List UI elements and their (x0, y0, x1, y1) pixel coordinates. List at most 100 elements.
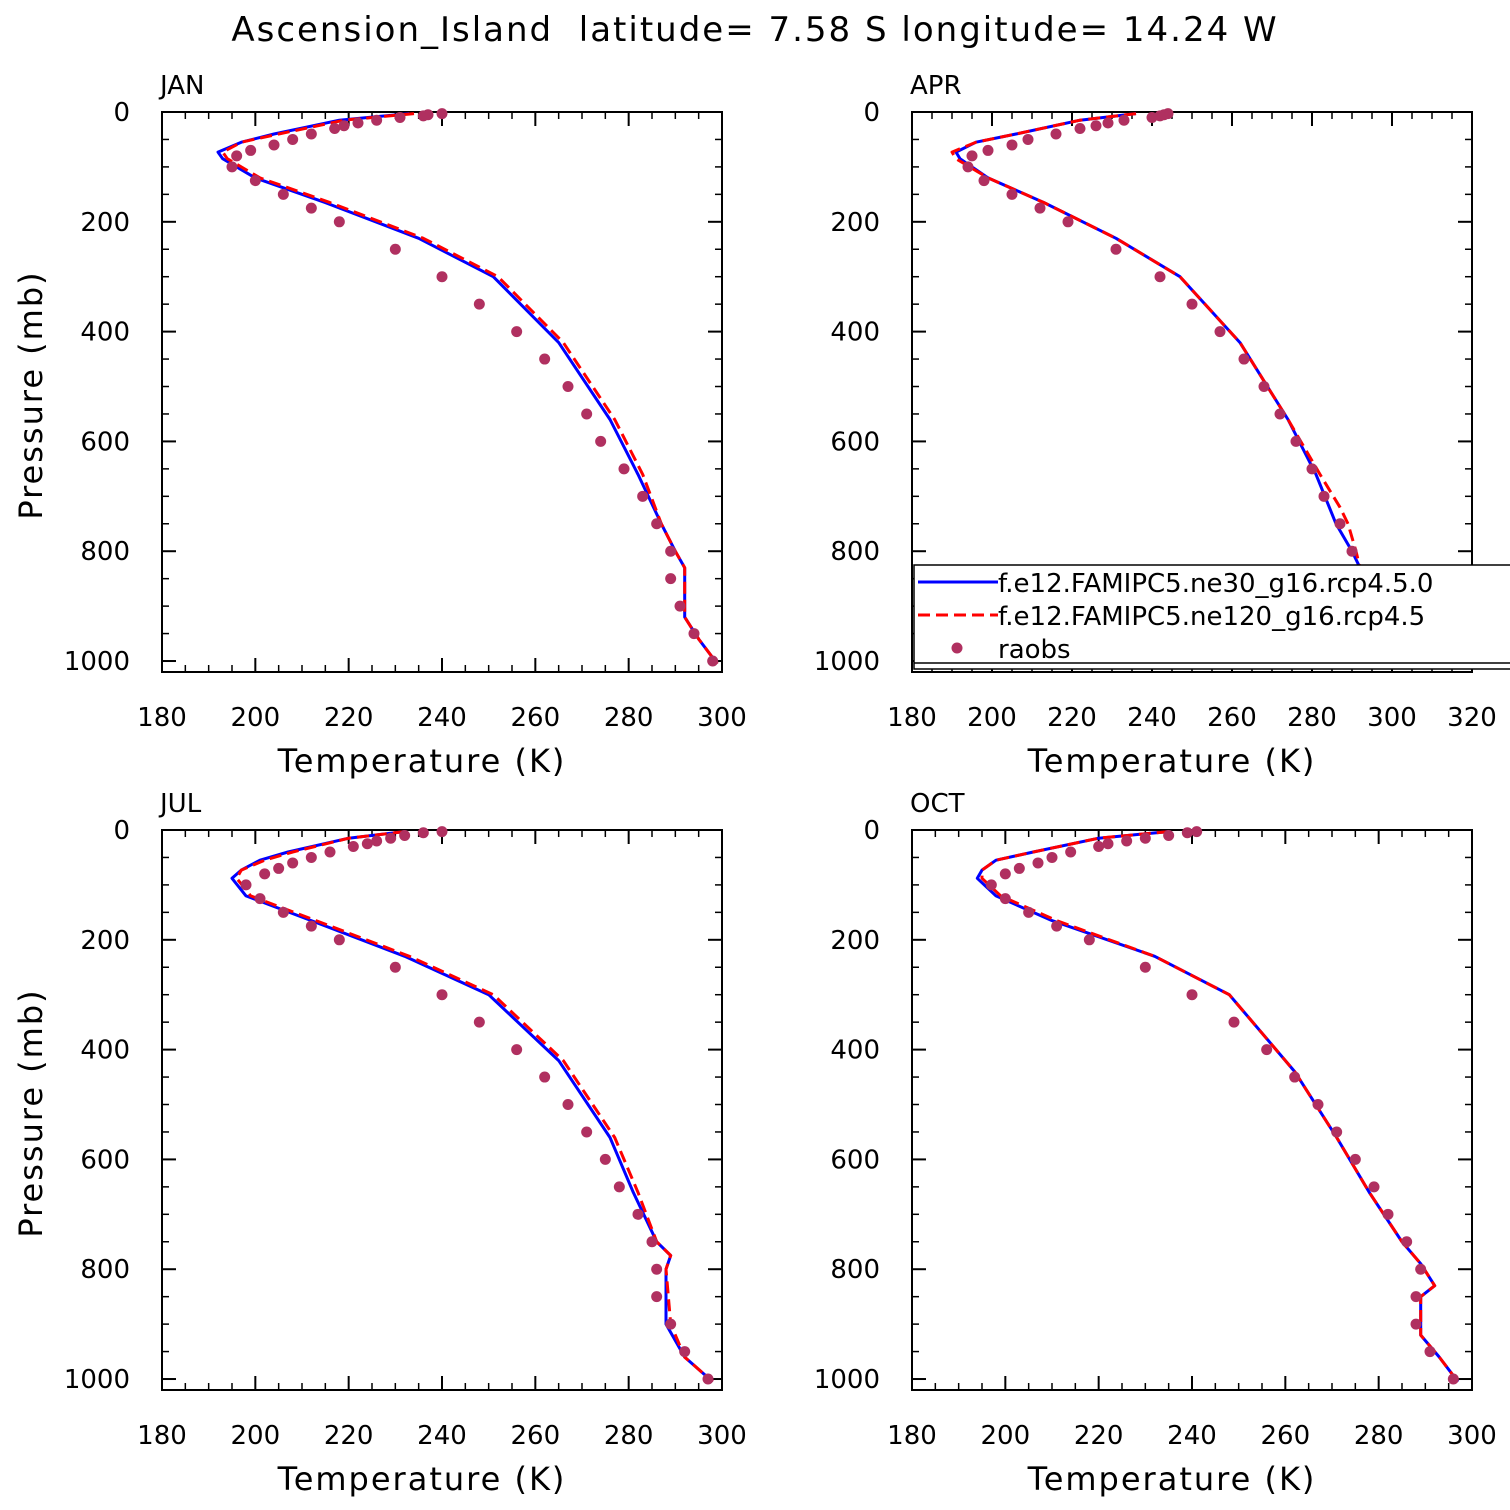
raobs-point (417, 110, 429, 122)
raobs-point (1289, 1071, 1301, 1083)
raobs-point (436, 271, 448, 283)
raobs-point (473, 298, 485, 310)
y-tick-label: 200 (80, 208, 130, 238)
y-tick-label: 1000 (814, 647, 880, 677)
x-tick-label: 220 (324, 703, 374, 733)
raobs-point (1261, 1044, 1273, 1056)
raobs-point (962, 161, 974, 173)
y-tick-label: 400 (80, 318, 130, 348)
y-tick-label: 600 (830, 1145, 880, 1175)
x-tick-label: 240 (1127, 703, 1177, 733)
raobs-point (436, 826, 448, 838)
y-tick-label: 1000 (64, 1365, 130, 1395)
ne120-series-line (221, 112, 719, 665)
raobs-point (1050, 128, 1062, 140)
x-tick-label: 260 (1207, 703, 1257, 733)
raobs-point (371, 835, 383, 847)
plot-frame (161, 111, 723, 673)
raobs-point (1062, 216, 1074, 228)
raobs-point (665, 1318, 677, 1330)
x-tick-label: 220 (1074, 1421, 1124, 1451)
raobs-point (231, 150, 243, 162)
ne30-series-line (230, 830, 714, 1383)
raobs-point (273, 862, 285, 874)
raobs-point (240, 879, 252, 891)
raobs-point (581, 1126, 593, 1138)
raobs-point (1154, 271, 1166, 283)
raobs-point (581, 408, 593, 420)
ne120-series-line (235, 830, 714, 1383)
raobs-point (688, 628, 700, 640)
y-tick-label: 800 (80, 537, 130, 567)
raobs-point (287, 857, 299, 869)
raobs-point (338, 120, 350, 132)
chart-panel-jan: 180 200 220 240 260 280 300 0 200 400 600 800 1000 JA… (12, 71, 747, 780)
raobs-point (1006, 139, 1018, 151)
raobs-point (978, 175, 990, 187)
x-tick-label: 200 (231, 1421, 281, 1451)
y-tick-label: 0 (113, 816, 130, 846)
raobs-point (1181, 827, 1193, 839)
raobs-point (1238, 353, 1250, 365)
panel-label: JAN (158, 71, 204, 101)
raobs-point (562, 1099, 574, 1111)
raobs-point (333, 216, 345, 228)
raobs-point (1102, 117, 1114, 129)
panel-label: APR (910, 71, 962, 101)
raobs-point (361, 838, 373, 850)
raobs-point (1093, 840, 1105, 852)
raobs-point (385, 832, 397, 844)
x-tick-label: 180 (137, 1421, 187, 1451)
raobs-point (1410, 1291, 1422, 1303)
x-tick-label: 200 (981, 1421, 1031, 1451)
x-tick-label: 180 (137, 703, 187, 733)
y-tick-label: 200 (80, 926, 130, 956)
raobs-point (1083, 934, 1095, 946)
x-tick-label: 300 (697, 1421, 747, 1451)
raobs-point (618, 463, 630, 475)
y-tick-label: 600 (80, 1145, 130, 1175)
raobs-point (679, 1346, 691, 1358)
raobs-point (595, 435, 607, 447)
raobs-point (389, 961, 401, 973)
raobs-point (473, 1016, 485, 1028)
chart-panel-apr: 180 200 220 240 260 280 300 320 0 200 400 600 800 100… (814, 71, 1510, 780)
x-axis-title: Temperature (K) (277, 1460, 567, 1498)
raobs-point (324, 846, 336, 858)
x-tick-label: 280 (1287, 703, 1337, 733)
raobs-point (1146, 111, 1158, 123)
raobs-point (982, 144, 994, 156)
x-axis-title: Temperature (K) (1027, 1460, 1317, 1498)
chart-panel-oct: 180 200 220 240 260 280 300 0 200 400 600 800 1000 OC… (814, 789, 1497, 1498)
legend-dot-marker (951, 642, 963, 654)
raobs-point (1139, 961, 1151, 973)
raobs-point (254, 893, 266, 905)
x-tick-label: 280 (1354, 1421, 1404, 1451)
x-tick-label: 260 (511, 1421, 561, 1451)
y-tick-label: 600 (80, 427, 130, 457)
raobs-point (226, 161, 238, 173)
legend-box (913, 564, 1510, 670)
x-tick-label: 220 (1047, 703, 1097, 733)
raobs-point (268, 139, 280, 151)
raobs-point (1163, 829, 1175, 841)
raobs-point (333, 934, 345, 946)
raobs-point (1401, 1236, 1413, 1248)
raobs-point (436, 108, 448, 120)
y-tick-label: 400 (80, 1036, 130, 1066)
raobs-point (1034, 202, 1046, 214)
raobs-point (1349, 1153, 1361, 1165)
raobs-point (1318, 490, 1330, 502)
x-tick-label: 260 (1261, 1421, 1311, 1451)
raobs-point (305, 128, 317, 140)
raobs-point (985, 879, 997, 891)
raobs-point (1228, 1016, 1240, 1028)
y-tick-label: 0 (863, 816, 880, 846)
y-axis-title: Pressure (mb) (12, 988, 50, 1237)
legend: f.e12.FAMIPC5.ne30_g16.rcp4.5.0f.e12.FAM… (913, 564, 1510, 670)
raobs-point (1006, 188, 1018, 200)
raobs-point (539, 353, 551, 365)
raobs-point (1118, 114, 1130, 126)
y-tick-label: 200 (830, 926, 880, 956)
